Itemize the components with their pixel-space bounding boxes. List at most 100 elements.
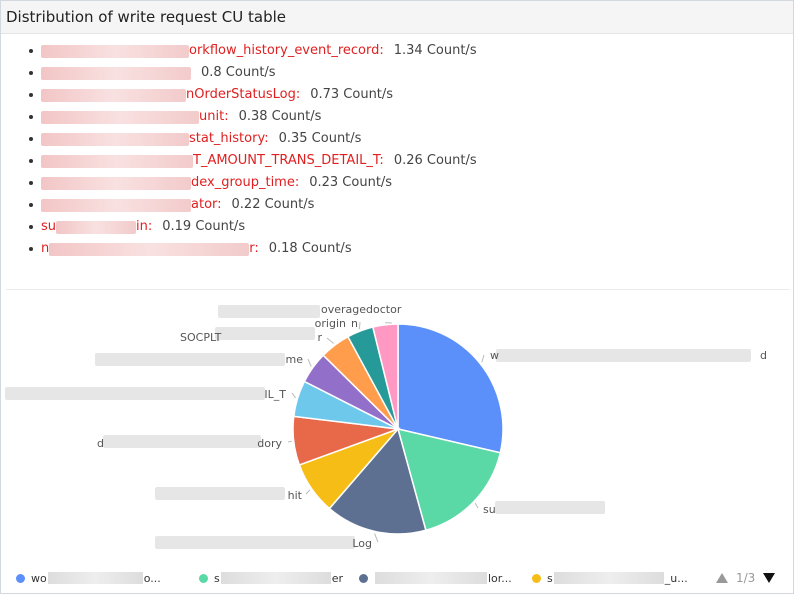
table-name: stat_history: [189,131,269,146]
redacted-label [5,387,265,400]
list-item: nOrderStatusLog: 0.73 Count/s [29,84,769,106]
table-name: ator: [191,197,222,212]
slice-label-prefix: d [97,437,104,450]
page-indicator: 1/3 [736,571,756,585]
slice-label: r [317,331,322,344]
redacted-label [495,501,605,514]
legend-text-end: er [331,571,344,585]
legend-dot-icon [359,573,368,583]
page-up-icon[interactable] [716,573,728,583]
legend-item[interactable]: s _u... [532,567,688,589]
redacted-label [218,305,318,318]
label-leader-line [305,489,311,495]
list-item: n r: 0.18 Count/s [29,238,769,260]
redacted-label [155,536,355,549]
pie-slice[interactable] [328,427,427,535]
table-name: nOrderStatusLog: [186,87,301,102]
redacted-text [47,572,143,584]
label-leader-line [358,321,361,330]
legend-text-end: lor... [488,571,512,585]
redacted-text [553,572,664,584]
redacted-text [41,198,191,212]
legend-dot-icon [532,573,541,583]
table-value: 0.35 Count/s [278,131,362,146]
label-leader-line [374,533,379,543]
legend-text-start: s [547,571,553,585]
legend-dot-icon [16,573,25,583]
slice-label: hit [288,489,303,502]
label-leader-line [287,440,292,443]
table-name: dex_group_time: [191,175,300,190]
label-leader-line [326,337,335,344]
legend-dot-icon [199,573,208,583]
slice-label: Log [352,537,372,550]
slice-label-suffix: n [351,317,358,330]
legend-item[interactable]: wo o... [16,567,161,589]
redacted-text [41,44,189,58]
table-value: 0.18 Count/s [268,241,352,256]
legend-text-start: s [214,571,220,585]
slice-label: origin [315,317,346,330]
label-leader-line [307,358,312,367]
redacted-label [215,327,315,340]
pie-slice[interactable] [396,427,502,532]
list-item: stat_history: 0.35 Count/s [29,128,769,150]
legend-text-start: wo [31,571,47,585]
table-value: 1.34 Count/s [393,43,477,58]
table-name: T_AMOUNT_TRANS_DETAIL_T: [193,153,384,168]
table-value: 0.23 Count/s [309,175,393,190]
slice-label: overagedoctor [321,303,402,316]
redacted-text [49,242,250,256]
redacted-text [41,154,193,168]
slice-label: su [483,503,496,516]
legend-item[interactable]: s er [199,567,343,589]
table-value: 0.38 Count/s [238,109,322,124]
label-leader-line [474,502,479,509]
pie-slice[interactable] [397,323,504,454]
pie-slice[interactable] [371,323,399,430]
divider [6,289,790,290]
list-item: su in: 0.19 Count/s [29,216,769,238]
chart-legend: wo o... s er lor... s _u... 1/3 [0,567,794,589]
redacted-label [103,435,261,448]
table-value: 0.26 Count/s [393,153,477,168]
table-value: 0.19 Count/s [162,219,246,234]
slice-label-suffix: d [760,349,767,362]
list-item: dex_group_time: 0.23 Count/s [29,172,769,194]
label-leader-line [481,354,485,363]
table-name: unit: [199,109,229,124]
legend-text-end: o... [143,571,161,585]
redacted-text [375,572,487,584]
table-value: 0.8 Count/s [201,65,276,80]
redacted-label [95,353,285,366]
table-name: orkflow_history_event_record: [189,43,384,58]
slice-label: me [286,353,304,366]
table-name-start: n [41,241,50,256]
redacted-text [41,88,186,102]
table-name-end: r: [249,241,259,256]
redacted-label [155,487,285,500]
label-leader-line [291,392,297,399]
redacted-text [41,110,199,124]
table-name-end: in: [136,219,153,234]
legend-item[interactable]: lor... [359,567,512,589]
list-item: ator: 0.22 Count/s [29,194,769,216]
table-name-start: su [41,219,57,234]
list-item: orkflow_history_event_record: 1.34 Count… [29,40,769,62]
legend-pager: 1/3 [716,567,776,589]
table-value: 0.22 Count/s [231,197,315,212]
list-item: unit: 0.38 Count/s [29,106,769,128]
redacted-text [220,572,331,584]
table-list: orkflow_history_event_record: 1.34 Count… [29,40,769,260]
list-item: T_AMOUNT_TRANS_DETAIL_T: 0.26 Count/s [29,150,769,172]
slice-label: w [490,349,499,362]
slice-label-prefix: SOCPLT [180,331,222,344]
table-value: 0.73 Count/s [310,87,394,102]
redacted-text [41,176,191,190]
redacted-text [41,66,191,80]
redacted-text [41,132,189,146]
slice-label: IL_T [264,388,286,401]
pie-chart: w d su Log hit dory d IL_T mer SOCPLT originoverag… [5,303,767,550]
panel-title: Distribution of write request CU table [1,1,793,34]
page-down-icon[interactable] [763,573,776,583]
